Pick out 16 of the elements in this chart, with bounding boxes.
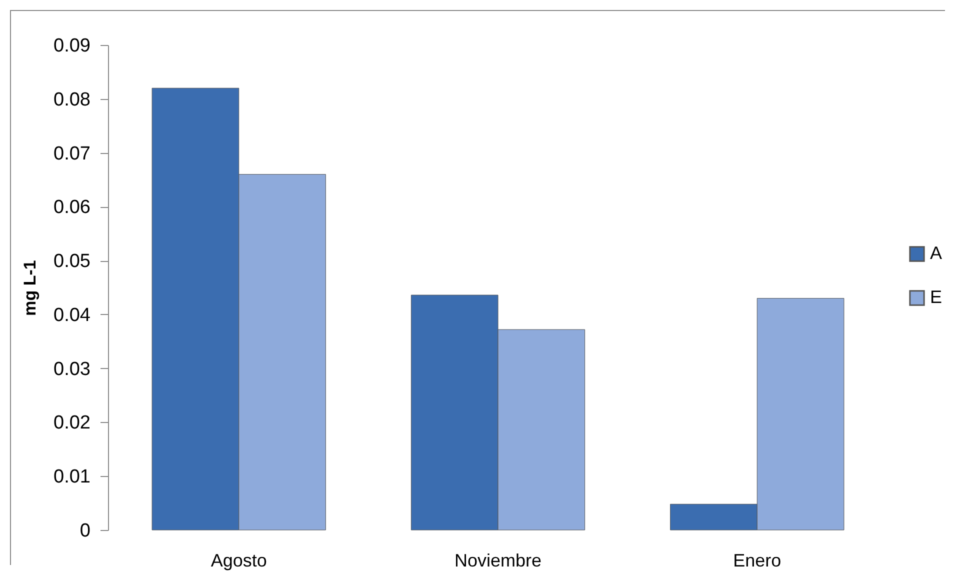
y-tick-label: 0.03	[54, 358, 90, 380]
x-tick-label: Agosto	[210, 550, 267, 570]
y-tick-label: 0.05	[54, 251, 90, 272]
x-tick-label: Noviembre	[454, 550, 542, 570]
y-tick-label: 0.07	[54, 143, 90, 164]
y-tick-label: 0	[80, 520, 90, 542]
legend-label: A	[930, 243, 942, 263]
y-tick-label: 0.09	[54, 36, 90, 56]
y-tick-label: 0.04	[54, 304, 91, 326]
y-tick-label: 0.02	[54, 412, 90, 434]
x-tick-label: Enero	[733, 550, 782, 570]
legend-label: E	[930, 287, 942, 307]
y-axis-title: mg L-1	[20, 260, 40, 316]
y-tick-label: 0.06	[54, 197, 90, 218]
y-tick-label: 0.01	[54, 466, 90, 488]
y-tick-label: 0.08	[54, 89, 90, 110]
